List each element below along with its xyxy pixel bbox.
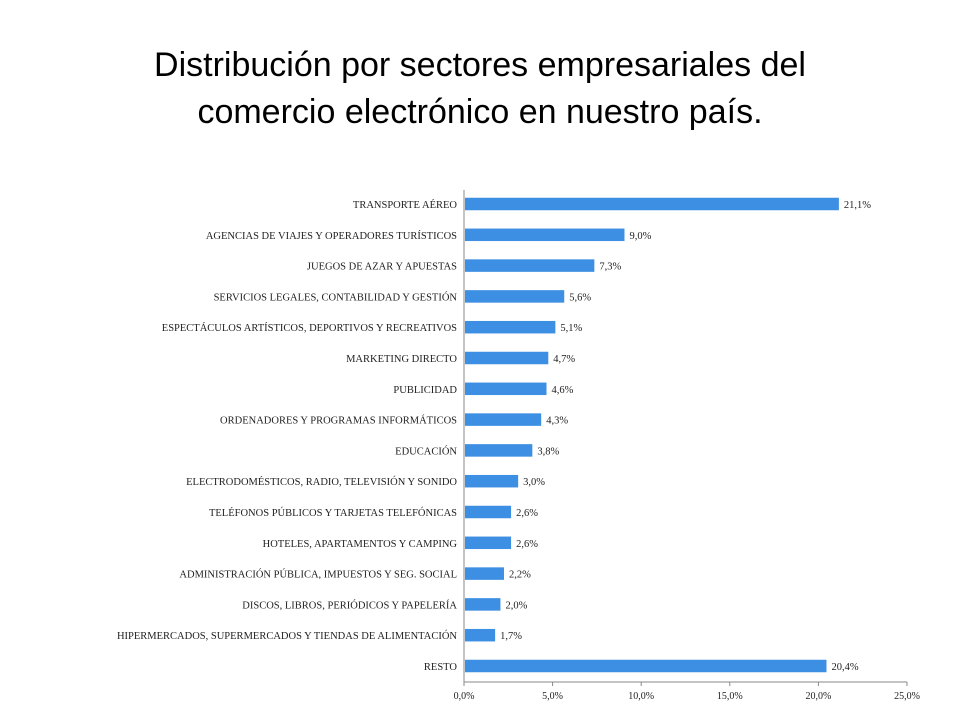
value-label: 3,0%: [523, 477, 545, 488]
category-label: ELECTRODOMÉSTICOS, RADIO, TELEVISIÓN Y S…: [186, 476, 457, 488]
value-label: 2,6%: [516, 508, 538, 519]
category-label: ADMINISTRACIÓN PÚBLICA, IMPUESTOS Y SEG.…: [179, 569, 457, 581]
bar: [465, 197, 839, 211]
bar: [465, 444, 533, 457]
value-label: 5,6%: [569, 292, 591, 303]
category-label: TELÉFONOS PÚBLICOS Y TARJETAS TELEFÓNICA…: [209, 507, 457, 519]
value-label: 4,6%: [552, 385, 574, 396]
category-label: ESPECTÁCULOS ARTÍSTICOS, DEPORTIVOS Y RE…: [162, 322, 457, 334]
x-tick-label: 15,0%: [717, 691, 743, 702]
value-label: 5,1%: [560, 323, 582, 334]
bar: [465, 290, 565, 303]
category-label: PUBLICIDAD: [393, 385, 457, 396]
category-label: ORDENADORES Y PROGRAMAS INFORMÁTICOS: [220, 415, 457, 427]
bar: [465, 567, 504, 580]
category-label: HOTELES, APARTAMENTOS Y CAMPING: [263, 539, 458, 550]
value-label: 2,0%: [505, 600, 527, 611]
bar: [465, 598, 501, 611]
category-label: SERVICIOS LEGALES, CONTABILIDAD Y GESTIÓ…: [214, 291, 458, 303]
x-tick-label: 5,0%: [542, 691, 563, 702]
title-line-1: Distribución por sectores empresariales …: [154, 46, 806, 84]
value-label: 7,3%: [599, 262, 621, 273]
bar: [465, 536, 512, 550]
category-label: HIPERMERCADOS, SUPERMERCADOS Y TIENDAS D…: [117, 630, 457, 642]
bar: [465, 351, 549, 365]
value-label: 9,0%: [629, 231, 651, 242]
bar: [465, 505, 512, 519]
value-label: 4,7%: [553, 354, 575, 365]
category-label: AGENCIAS DE VIAJES Y OPERADORES TURÍSTIC…: [206, 230, 457, 242]
value-label: 20,4%: [831, 662, 858, 673]
value-label: 2,6%: [516, 539, 538, 550]
category-label: RESTO: [424, 662, 457, 673]
category-label: TRANSPORTE AÉREO: [353, 199, 458, 211]
value-label: 4,3%: [546, 416, 568, 427]
bar: [465, 628, 496, 642]
x-axis: 0,0% 5,0% 10,0% 15,0% 20,0% 25,0%: [454, 190, 920, 702]
x-tick-label: 0,0%: [454, 691, 475, 702]
category-label: DISCOS, LIBROS, PERIÓDICOS Y PAPELERÍA: [242, 599, 457, 611]
value-label: 2,2%: [509, 570, 531, 581]
bar: [465, 474, 519, 488]
value-label: 3,8%: [537, 446, 559, 457]
category-label: JUEGOS DE AZAR Y APUESTAS: [307, 262, 457, 273]
category-label: MARKETING DIRECTO: [346, 354, 457, 365]
bar: [465, 228, 625, 242]
category-label: EDUCACIÓN: [395, 445, 457, 457]
page-title: Distribución por sectores empresariales …: [0, 42, 960, 136]
bar: [465, 382, 547, 396]
x-tick-label: 10,0%: [628, 691, 654, 702]
bar: [465, 659, 827, 673]
title-line-2: comercio electrónico en nuestro país.: [197, 93, 763, 131]
value-label: 21,1%: [844, 200, 871, 211]
bars-layer: TRANSPORTE AÉREO 21,1% AGENCIAS DE VIAJES …: [117, 197, 871, 673]
bar: [465, 413, 542, 426]
bar: [465, 259, 595, 272]
bar: [465, 320, 556, 334]
value-label: 1,7%: [500, 631, 522, 642]
x-tick-label: 20,0%: [805, 691, 831, 702]
x-tick-label: 25,0%: [894, 691, 920, 702]
